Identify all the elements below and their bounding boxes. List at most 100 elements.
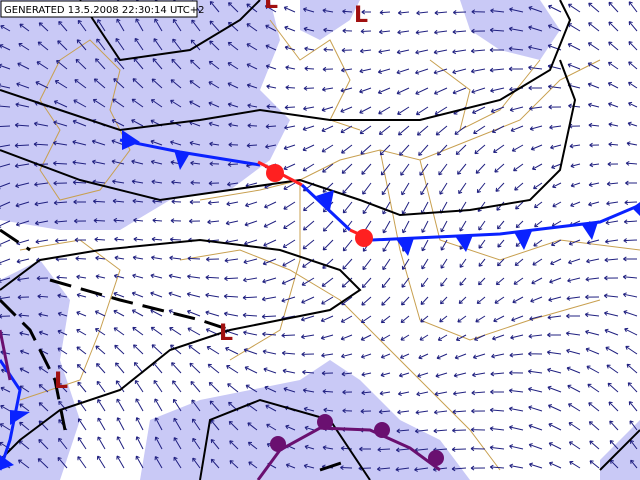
wind-arrow xyxy=(606,200,619,206)
wind-arrow xyxy=(264,4,277,13)
wind-arrow xyxy=(170,140,182,146)
wind-arrow xyxy=(528,351,543,357)
wind-arrow xyxy=(510,334,524,340)
wind-arrow xyxy=(187,256,201,261)
wind-arrow xyxy=(52,140,68,146)
wind-arrow xyxy=(341,163,353,174)
wind-arrow xyxy=(340,67,353,73)
wind-arrow xyxy=(38,402,49,412)
wind-arrow xyxy=(588,421,600,431)
wind-arrow xyxy=(153,379,163,393)
wind-arrow xyxy=(360,408,372,414)
wind-arrow xyxy=(114,57,125,70)
wind-arrow xyxy=(528,105,543,111)
wind-arrow xyxy=(169,237,182,242)
wind-arrow xyxy=(131,119,144,127)
wind-arrow xyxy=(114,255,125,261)
wind-arrow xyxy=(304,425,315,431)
wind-arrow xyxy=(628,81,638,89)
wind-arrow xyxy=(528,5,543,13)
wind-arrow xyxy=(567,43,581,51)
wind-arrow xyxy=(97,436,106,450)
wind-arrow xyxy=(247,123,258,129)
wind-arrow xyxy=(474,144,486,155)
wind-arrow xyxy=(321,144,334,153)
wind-arrow xyxy=(472,353,486,360)
wind-arrow xyxy=(16,82,30,89)
wind-arrow xyxy=(115,362,125,374)
wind-arrow xyxy=(301,351,315,357)
wind-arrow xyxy=(378,409,391,415)
wind-arrow xyxy=(116,436,125,450)
wind-arrow xyxy=(134,379,144,393)
wind-arrow xyxy=(382,201,391,215)
wind-arrow xyxy=(397,29,410,35)
wind-arrow xyxy=(131,309,144,317)
wind-arrow xyxy=(205,292,220,298)
wind-arrow xyxy=(490,87,505,93)
wind-arrow xyxy=(321,106,334,112)
wind-arrow xyxy=(95,255,106,261)
wind-arrow xyxy=(116,455,125,469)
wind-arrow xyxy=(170,99,182,108)
wind-arrow xyxy=(0,386,11,393)
wind-arrow xyxy=(191,399,201,412)
wind-arrow xyxy=(57,40,68,51)
wind-arrow xyxy=(247,422,258,431)
wind-arrow xyxy=(381,277,391,289)
wind-arrow xyxy=(173,456,182,469)
wind-arrow xyxy=(19,23,30,32)
wind-arrow xyxy=(361,372,372,377)
wind-arrow xyxy=(434,29,448,35)
wind-arrow xyxy=(191,19,201,32)
wind-arrow xyxy=(131,291,144,298)
wind-arrow xyxy=(607,82,619,89)
wind-arrow xyxy=(265,404,277,412)
wind-arrow xyxy=(189,80,201,89)
wind-arrow xyxy=(415,106,429,116)
wind-arrow xyxy=(359,106,372,114)
wind-arrow xyxy=(302,369,315,375)
wind-arrow xyxy=(97,19,106,32)
wind-arrow xyxy=(96,455,106,469)
wind-arrow xyxy=(457,315,467,323)
wind-arrow xyxy=(57,365,68,374)
wind-arrow xyxy=(419,334,429,341)
wind-arrow xyxy=(548,4,562,13)
wind-arrow xyxy=(440,239,448,251)
wind-arrow xyxy=(0,258,11,265)
wind-arrow xyxy=(170,218,182,224)
wind-arrow xyxy=(381,182,391,196)
wind-arrow xyxy=(376,466,391,472)
wind-arrow xyxy=(111,118,125,127)
wind-arrow xyxy=(246,83,258,89)
wind-arrow xyxy=(377,68,391,74)
wind-arrow xyxy=(95,345,106,355)
wind-arrow xyxy=(494,163,505,173)
wind-arrow xyxy=(452,428,467,433)
wind-arrow xyxy=(0,220,11,228)
wind-arrow xyxy=(284,125,296,130)
wind-arrow xyxy=(0,144,11,148)
wind-arrow xyxy=(96,363,106,374)
wind-arrow xyxy=(497,239,505,248)
wind-arrow xyxy=(509,370,524,376)
wind-arrow xyxy=(0,83,11,89)
wind-arrow xyxy=(19,421,30,431)
wind-arrow xyxy=(92,98,106,108)
wind-arrow xyxy=(439,315,448,323)
wind-arrow xyxy=(283,6,296,13)
wind-arrow xyxy=(75,256,87,261)
wind-arrow xyxy=(382,239,391,252)
wind-arrow xyxy=(547,332,562,338)
wind-arrow xyxy=(401,182,410,196)
wind-arrow xyxy=(282,368,296,374)
wind-arrow xyxy=(322,66,334,72)
wind-arrow xyxy=(361,390,372,396)
wind-arrow xyxy=(490,8,505,14)
wind-arrow xyxy=(608,122,619,127)
wind-arrow xyxy=(472,372,486,378)
wind-arrow xyxy=(509,7,524,13)
wind-arrow xyxy=(173,437,182,450)
wind-arrow xyxy=(607,61,619,70)
